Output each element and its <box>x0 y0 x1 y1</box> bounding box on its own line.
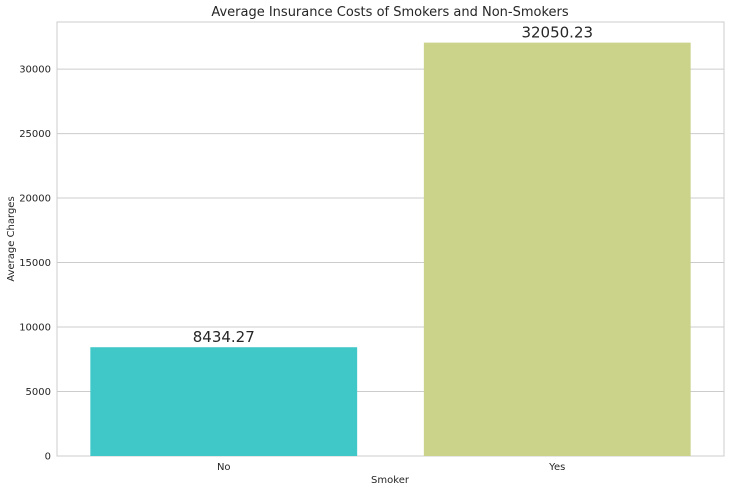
y-tick-label: 20000 <box>19 194 51 205</box>
bar-no <box>90 347 358 456</box>
x-tick-label-yes: Yes <box>548 462 565 473</box>
bars <box>90 42 691 456</box>
chart-title: Average Insurance Costs of Smokers and N… <box>211 5 569 20</box>
x-tick-label-no: No <box>217 462 231 473</box>
y-tick-label: 0 <box>45 452 51 463</box>
y-tick-label: 15000 <box>19 258 51 269</box>
y-tick-label: 25000 <box>19 129 51 140</box>
bar-data-label-no: 8434.27 <box>193 328 255 346</box>
y-tick-label: 10000 <box>19 323 51 334</box>
y-tick-labels: 0 5000 10000 15000 20000 25000 30000 <box>19 65 51 463</box>
bar-data-labels: 8434.27 32050.23 <box>193 24 593 347</box>
bar-data-label-yes: 32050.23 <box>521 24 593 42</box>
y-tick-label: 5000 <box>26 387 51 398</box>
x-axis-label: Smoker <box>371 475 410 486</box>
x-tick-labels: No Yes <box>217 462 565 473</box>
bar-yes <box>423 42 691 456</box>
y-axis-label: Average Charges <box>6 196 17 281</box>
y-tick-label: 30000 <box>19 65 51 76</box>
